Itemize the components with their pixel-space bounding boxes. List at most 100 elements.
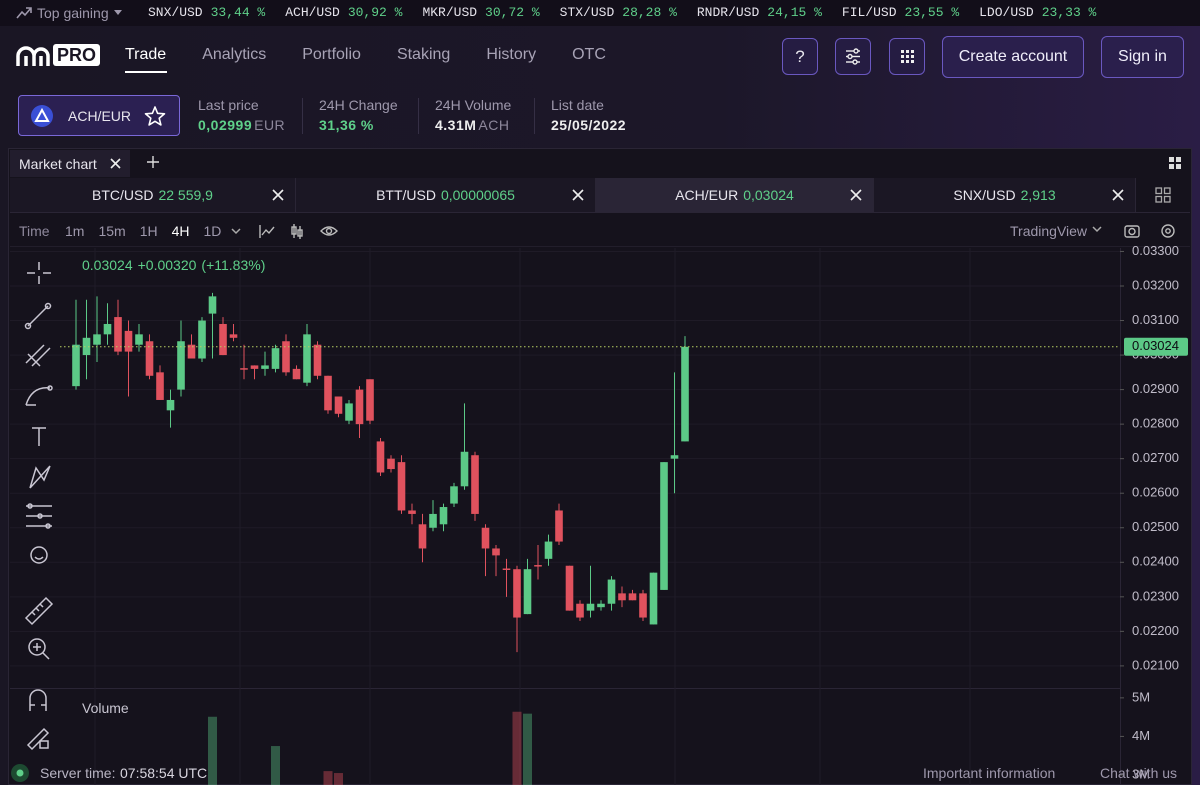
layout-icon[interactable]: [1155, 187, 1171, 203]
provider-label[interactable]: TradingView: [1010, 223, 1088, 239]
stat-label: Last price: [198, 97, 259, 113]
pane-divider: [10, 688, 1120, 689]
trend-icon: [16, 7, 32, 19]
nav-tab[interactable]: History: [486, 46, 537, 63]
nav-tab[interactable]: Portfolio: [302, 46, 361, 63]
divider: [10, 212, 1190, 213]
pair-tab[interactable]: ACH/EUR 0,03024: [596, 178, 874, 212]
chart-panel: [8, 148, 1192, 785]
active-tab-underline: [125, 71, 167, 73]
interval-button[interactable]: 1H: [139, 223, 158, 239]
ticker-change: 24,15 %: [767, 5, 822, 20]
close-icon[interactable]: [1112, 189, 1124, 201]
stat-unit: ACH: [478, 117, 510, 133]
ticker-item[interactable]: RNDR/USD 24,15 %: [697, 5, 822, 20]
screenshot-settings-icons[interactable]: [1123, 221, 1183, 241]
ticker-item[interactable]: ACH/USD 30,92 %: [285, 5, 402, 20]
ticker-symbol: LDO/USD: [979, 5, 1034, 20]
nav-tab[interactable]: Trade: [125, 46, 167, 63]
ticker-bar: Top gaining SNX/USD 33,44 % ACH/USD 30,92 %…: [0, 0, 1200, 26]
stat-label: 24H Volume: [435, 97, 512, 113]
drawing-tools[interactable]: [18, 258, 62, 785]
ticker-item[interactable]: SNX/USD 33,44 %: [148, 5, 265, 20]
settings-button[interactable]: [835, 38, 871, 75]
ticker-item[interactable]: FIL/USD 23,55 %: [842, 5, 959, 20]
pair-tab-name: BTC/USD: [92, 187, 154, 203]
panel-tab-title: Market chart: [19, 156, 97, 172]
nav-tabs: Trade Analytics Portfolio Staking History OTC: [125, 46, 606, 64]
ticker-change: 30,92 %: [347, 5, 403, 20]
stat-separator: [534, 98, 535, 134]
important-info-link[interactable]: Important information: [923, 765, 1056, 781]
interval-button[interactable]: 1m: [65, 223, 85, 239]
chat-link[interactable]: Chat with us: [1100, 765, 1178, 781]
apps-button[interactable]: [889, 38, 925, 75]
grid-icon: [901, 50, 914, 63]
logo-pro: PRO: [53, 44, 101, 66]
pair-tab-price: 0,03024: [743, 187, 794, 203]
ticker-item[interactable]: LDO/USD 23,33 %: [979, 5, 1096, 20]
chart-tools: [231, 224, 338, 239]
pair-name: ACH/EUR: [68, 108, 132, 124]
chart-legend: 0.03024 +0.00320 (+11.83%): [82, 257, 265, 273]
ticker-item[interactable]: STX/USD 28,28 %: [560, 5, 677, 20]
help-button[interactable]: ?: [782, 38, 818, 75]
pair-tab-price: 22 559,9: [158, 187, 213, 203]
sign-in-button[interactable]: Sign in: [1101, 36, 1184, 78]
axis-border: [1120, 248, 1121, 785]
nav-tab[interactable]: OTC: [572, 46, 606, 63]
ticker-change: 23,55 %: [904, 5, 960, 20]
pair-tab[interactable]: BTT/USD 0,00000065: [296, 178, 596, 212]
close-icon[interactable]: [850, 189, 862, 201]
ticker-item[interactable]: MKR/USD 30,72 %: [422, 5, 539, 20]
ticker-symbol: RNDR/USD: [696, 5, 760, 20]
intervals: 1m 15m 1H 4H 1D: [65, 223, 221, 239]
pair-tab-name: SNX/USD: [953, 187, 1016, 203]
add-tab-icon[interactable]: [146, 155, 160, 169]
close-icon[interactable]: [272, 189, 284, 201]
nav-tab[interactable]: Staking: [396, 46, 451, 63]
stat-separator: [302, 98, 303, 134]
stat-value: 25/05/2022: [551, 117, 627, 133]
stat-value: 0,02999 EUR: [198, 117, 286, 133]
nav-tab[interactable]: Analytics: [202, 46, 267, 63]
interval-button[interactable]: 1D: [203, 223, 222, 239]
ticker-change: 33,44 %: [210, 5, 266, 20]
ticker-label[interactable]: Top gaining: [37, 5, 109, 21]
create-account-button[interactable]: Create account: [942, 36, 1084, 78]
favorite-star[interactable]: [144, 105, 166, 127]
pair-tab-price: 2,913: [1020, 187, 1056, 203]
logo-mark: [16, 46, 50, 66]
pair-icon: [31, 105, 53, 127]
pair-tab[interactable]: BTC/USD 22 559,9: [10, 178, 296, 212]
status-dot: [11, 764, 29, 782]
close-icon[interactable]: [572, 189, 584, 201]
pair-tab-name: ACH/EUR: [675, 187, 739, 203]
ticker-symbol: SNX/USD: [148, 5, 203, 20]
pair-tab[interactable]: SNX/USD 2,913: [874, 178, 1136, 212]
close-icon[interactable]: [110, 158, 121, 169]
caret: [114, 10, 122, 15]
stat-unit: EUR: [254, 117, 286, 133]
ticker-symbol: MKR/USD: [422, 5, 478, 20]
stat-value: 31,36 %: [319, 117, 374, 133]
panel-tab[interactable]: Market chart: [10, 150, 130, 177]
server-time-label: Server time:: [40, 765, 116, 781]
stat-label: 24H Change: [319, 97, 398, 113]
server-time: 07:58:54 UTC: [120, 765, 208, 781]
ticker-change: 23,33 %: [1041, 5, 1097, 20]
pair-selector[interactable]: ACH/EUR: [18, 95, 180, 136]
legend-price: 0.03024: [82, 257, 133, 273]
collapse-icon[interactable]: [1168, 156, 1182, 170]
time-label: Time: [19, 223, 50, 239]
stat-value: 4.31M ACH: [435, 117, 510, 133]
interval-button[interactable]: 15m: [98, 223, 126, 239]
interval-button[interactable]: 4H: [171, 223, 190, 239]
stat-separator: [418, 98, 419, 134]
sliders-icon: [846, 48, 860, 65]
pair-tab-price: 0,00000065: [440, 187, 515, 203]
ticker-symbol: STX/USD: [559, 5, 615, 20]
stat-label: List date: [551, 97, 604, 113]
ticker-change: 30,72 %: [485, 5, 540, 20]
